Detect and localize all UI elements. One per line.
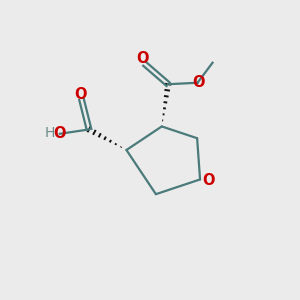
Text: O: O <box>202 173 214 188</box>
Text: O: O <box>53 126 66 141</box>
Text: O: O <box>192 75 204 90</box>
Text: O: O <box>136 51 149 66</box>
Text: H: H <box>44 126 55 140</box>
Text: O: O <box>74 87 86 102</box>
